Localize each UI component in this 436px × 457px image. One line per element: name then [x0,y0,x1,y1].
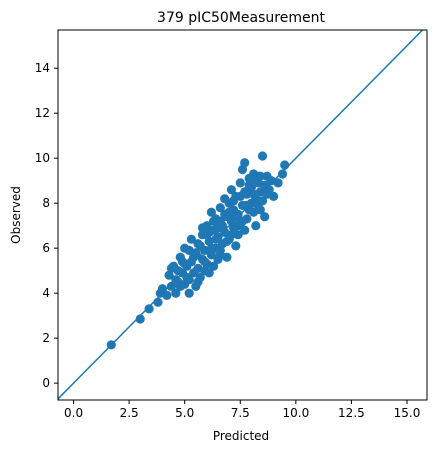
x-tick-label: 5.0 [175,406,194,420]
x-axis-label: Predicted [213,429,269,443]
data-point [173,277,183,287]
y-tick-label: 12 [35,106,50,120]
data-point [171,288,181,298]
data-point [204,268,214,278]
y-tick-label: 2 [42,331,50,345]
data-point [226,230,236,240]
data-point [246,176,256,186]
data-point [249,189,259,199]
data-point [233,221,243,231]
data-point [215,216,225,226]
data-point [257,151,268,161]
data-point [255,205,265,215]
data-point [200,257,210,267]
data-point [222,236,232,246]
y-tick-label: 4 [42,286,50,300]
data-point [226,185,236,195]
data-point [184,245,194,255]
y-tick-label: 0 [42,376,50,390]
chart-title: 379 pIC50Measurement [157,10,325,26]
data-point [215,203,225,213]
data-point [242,200,252,210]
data-point [197,223,208,233]
data-point [144,304,154,314]
data-point [251,221,261,231]
data-point [229,196,239,206]
x-tick-label: 2.5 [120,406,139,420]
data-point [231,212,241,222]
data-point [204,227,214,237]
data-point [277,169,288,179]
data-point [273,178,283,188]
data-point [280,160,290,170]
data-point [182,272,192,282]
data-point [153,297,163,307]
x-axis-ticks: 0.0 2.5 5.0 7.5 10.0 12.5 15.0 [64,400,420,420]
y-axis-ticks: 0 2 4 6 8 10 12 14 [35,61,58,390]
data-point [209,261,219,271]
x-tick-label: 0.0 [64,406,83,420]
data-point [206,207,216,217]
data-point [184,288,194,298]
x-tick-label: 15.0 [394,406,421,420]
points-layer [106,151,290,350]
y-tick-label: 14 [35,61,50,75]
data-point [253,171,263,181]
reference-line-layer [58,30,424,400]
data-point [260,212,270,222]
data-point [206,250,216,260]
data-point [193,277,203,287]
data-point [206,243,216,253]
x-tick-label: 12.5 [338,406,365,420]
data-point [209,216,219,226]
data-point [240,187,250,197]
data-point [257,196,268,206]
data-point [262,189,272,199]
data-point [224,207,234,217]
data-point [180,259,190,269]
data-point [186,234,196,244]
identity-line [58,30,424,400]
y-axis-label: Observed [9,186,23,244]
data-point [135,314,145,324]
data-point [195,241,205,251]
data-point [215,250,225,260]
y-tick-label: 8 [42,196,50,210]
y-tick-label: 10 [35,151,50,165]
data-point [166,281,176,291]
x-tick-label: 10.0 [282,406,309,420]
data-point [162,290,172,300]
x-tick-label: 7.5 [231,406,250,420]
y-tick-label: 6 [42,241,50,255]
data-point [231,241,241,251]
data-point [240,158,250,168]
data-point [240,225,250,235]
data-point [235,178,245,188]
plot-area-frame [57,29,428,401]
data-point [166,263,176,273]
data-point [233,230,243,240]
